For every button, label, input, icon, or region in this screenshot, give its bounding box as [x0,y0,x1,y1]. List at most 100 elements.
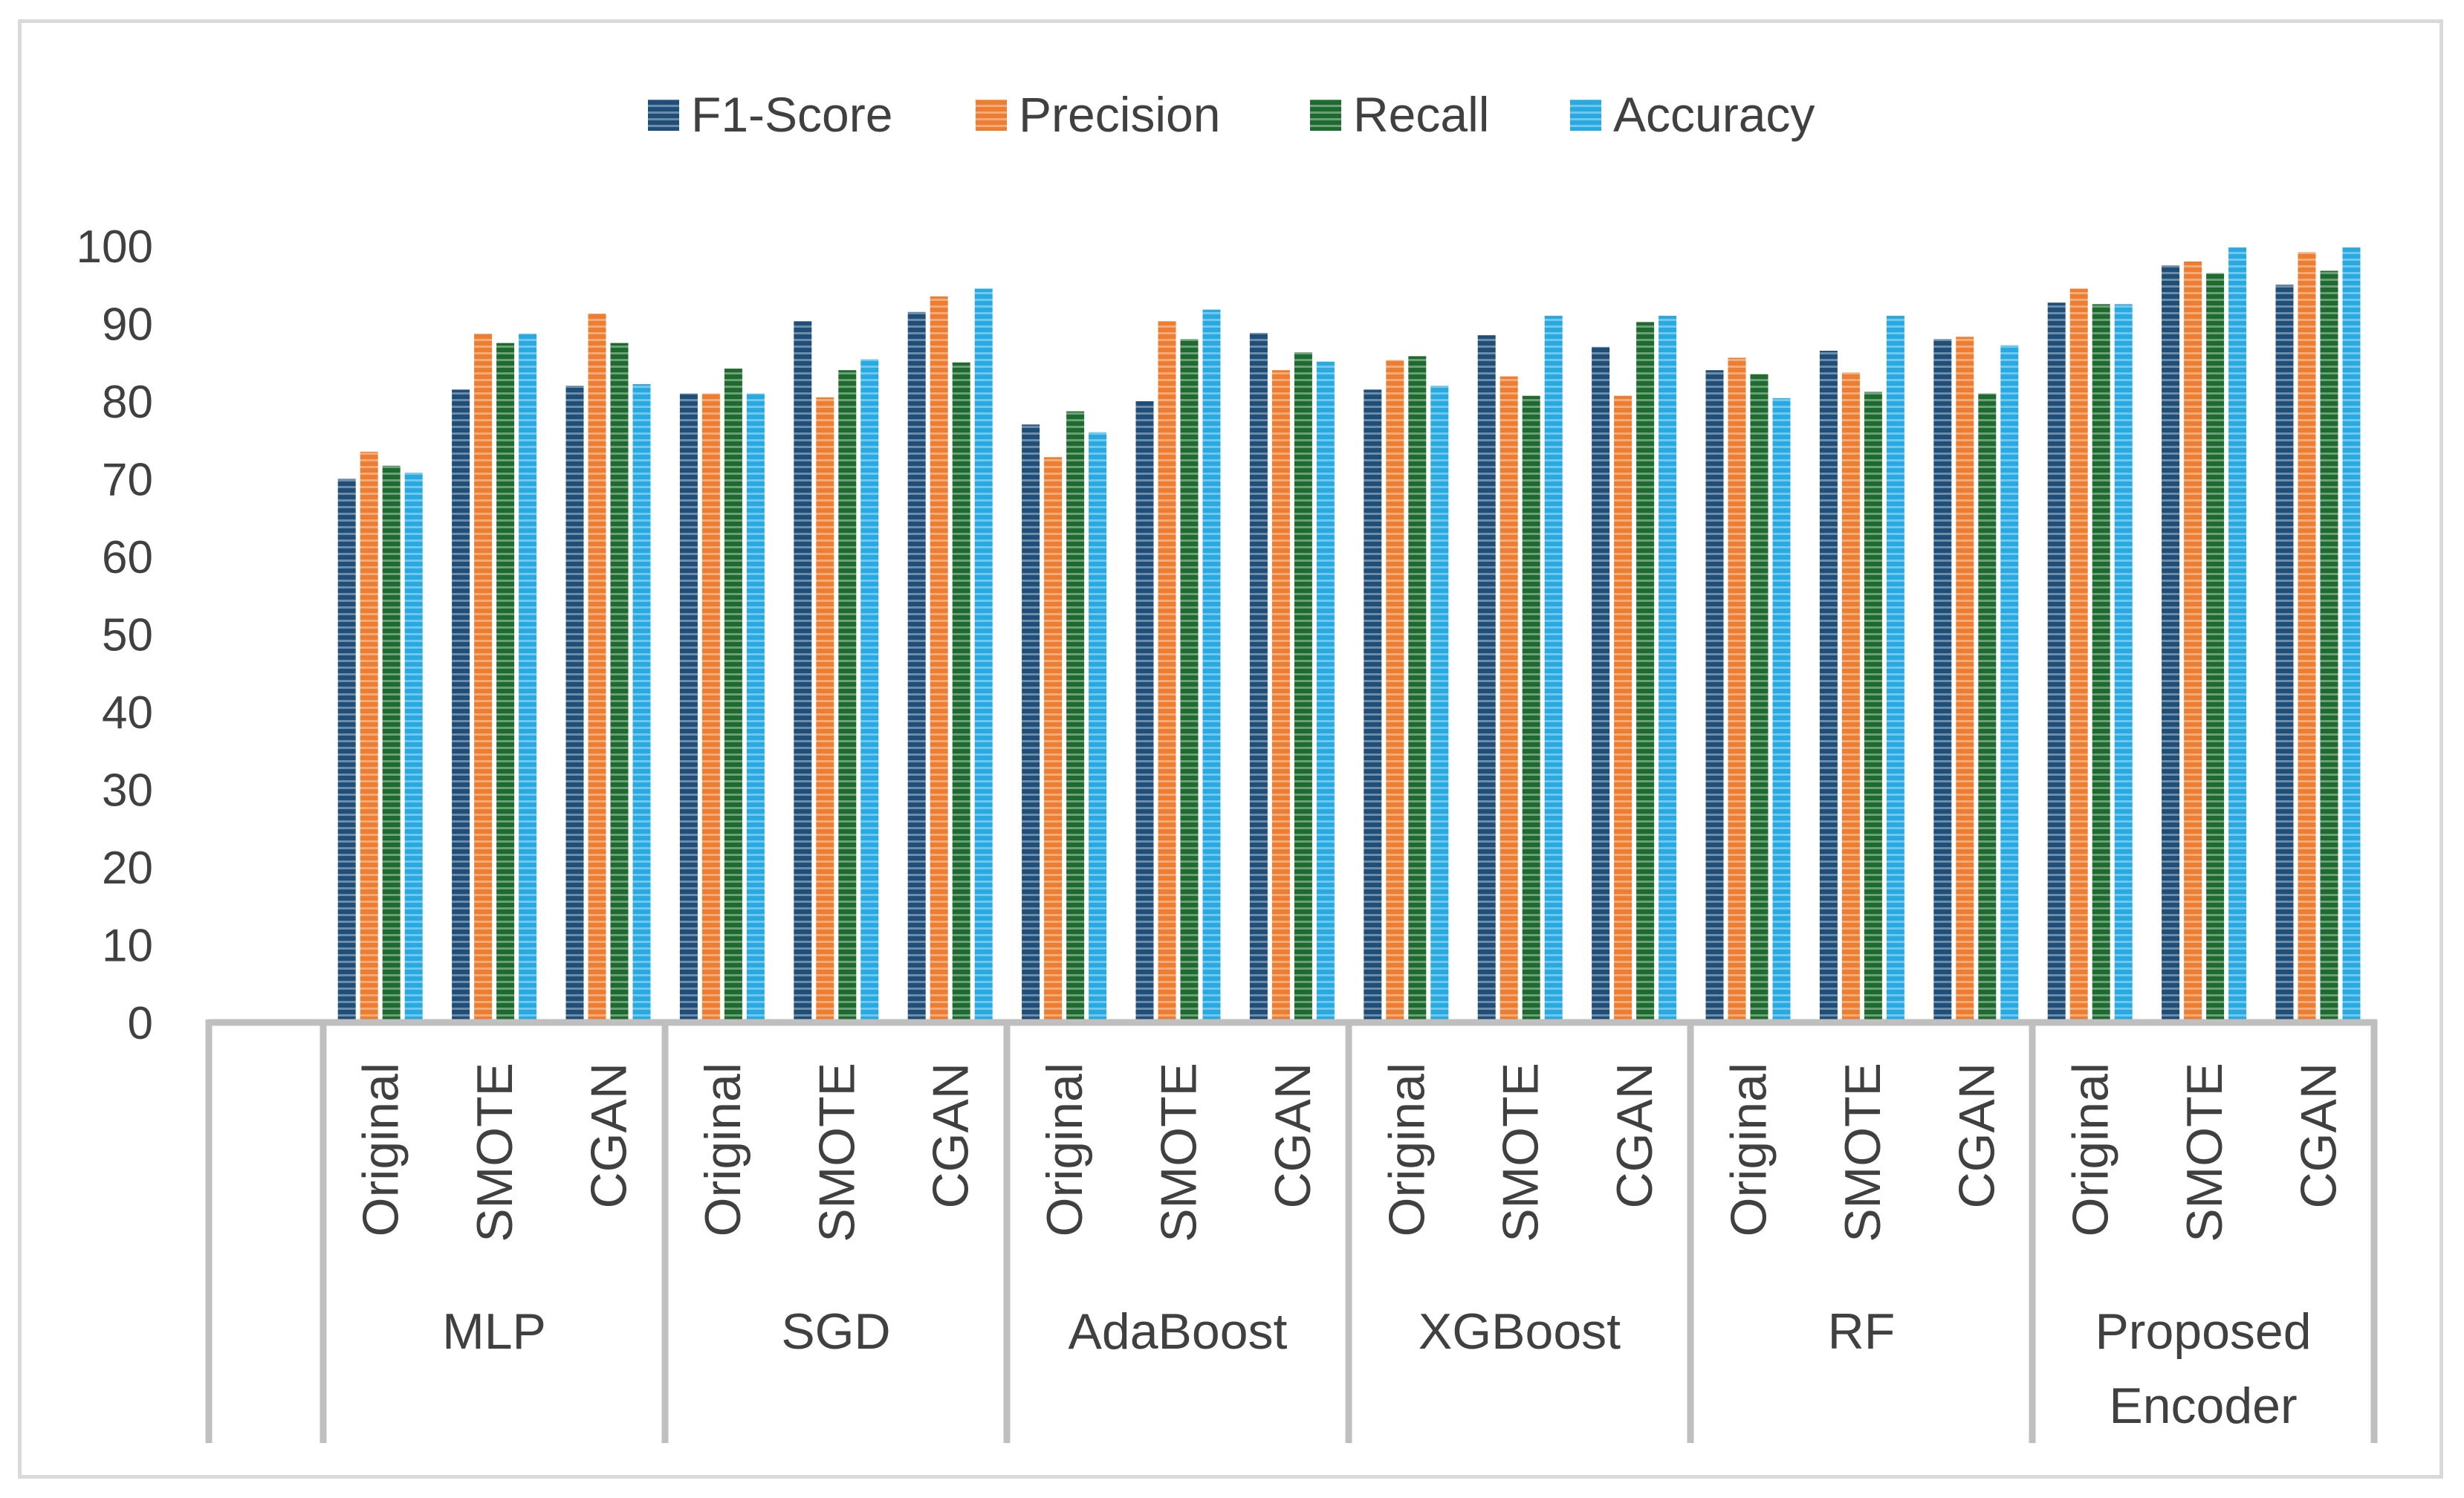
bar-accuracy-mlp-cgan [632,384,651,1022]
x-group-label-proposed-encoder: Proposed [2095,1303,2311,1360]
bar-f1-score-sgd-cgan [907,311,926,1022]
bar-f1-score-xgboost-original [1364,389,1382,1022]
legend-item-recall: Recall [1310,87,1489,142]
legend-label-recall: Recall [1353,87,1489,142]
bar-accuracy-proposed-encoder-smote [2228,247,2247,1023]
legend-label-accuracy: Accuracy [1613,87,1815,142]
x-group-label-proposed-encoder: Encoder [2109,1378,2297,1434]
legend-swatch-precision [976,100,1007,131]
bar-accuracy-rf-smote [1886,316,1904,1022]
x-category-label-xgboost-smote: SMOTE [1493,1063,1549,1242]
bar-recall-xgboost-original [1408,356,1427,1022]
x-category-label-sgd-cgan: CGAN [923,1063,979,1208]
bar-f1-score-proposed-encoder-cgan [2275,285,2294,1022]
bar-precision-rf-cgan [1956,337,1974,1022]
bar-f1-score-rf-original [1705,370,1724,1022]
bar-accuracy-sgd-cgan [974,288,993,1023]
y-tick-label: 10 [102,921,153,972]
bar-f1-score-adaboost-cgan [1249,333,1268,1022]
bar-precision-mlp-cgan [588,313,606,1022]
bar-precision-xgboost-smote [1500,376,1518,1022]
x-category-label-adaboost-original: Original [1037,1063,1093,1236]
x-category-label-rf-original: Original [1721,1063,1777,1236]
bars [337,247,2361,1023]
y-tick-label: 90 [102,299,153,351]
bar-f1-score-sgd-original [679,393,698,1022]
x-group-label-mlp: MLP [442,1303,546,1360]
bar-precision-mlp-original [360,451,378,1022]
bar-accuracy-proposed-encoder-original [2114,304,2133,1022]
bar-accuracy-adaboost-smote [1202,309,1221,1022]
bar-recall-adaboost-smote [1180,339,1199,1022]
bar-f1-score-rf-cgan [1933,339,1952,1022]
x-axis: Original SMOTE CGAN Original SMOTE CGAN Origin… [205,1019,2378,1443]
bar-precision-adaboost-smote [1158,321,1176,1022]
bar-recall-rf-cgan [1978,393,1997,1022]
bar-precision-proposed-encoder-cgan [2298,252,2316,1022]
bar-recall-rf-smote [1864,392,1882,1022]
bar-recall-xgboost-cgan [1636,322,1655,1022]
x-category-label-mlp-cgan: CGAN [581,1063,638,1208]
x-category-label-proposed-encoder-original: Original [2063,1063,2119,1236]
bar-f1-score-adaboost-original [1022,424,1040,1022]
y-axis: 0 10 20 30 40 50 60 70 80 90 100 [77,221,153,1049]
bar-accuracy-mlp-original [404,473,423,1022]
legend-swatch-recall [1310,100,1341,131]
bar-accuracy-xgboost-cgan [1659,316,1677,1022]
bar-recall-sgd-smote [838,370,857,1022]
legend-item-precision: Precision [976,87,1220,142]
bar-recall-adaboost-cgan [1294,352,1312,1022]
x-category-label-rf-smote: SMOTE [1835,1063,1891,1242]
bar-precision-xgboost-cgan [1614,395,1633,1022]
x-category-label-mlp-original: Original [353,1063,409,1236]
bar-recall-xgboost-smote [1522,395,1540,1022]
x-category-label-rf-cgan: CGAN [1948,1063,2005,1208]
bar-recall-rf-original [1750,374,1768,1022]
y-tick-label: 20 [102,843,153,894]
legend-item-accuracy: Accuracy [1570,87,1815,142]
legend-item-f1-score: F1-Score [648,87,892,142]
bar-f1-score-mlp-smote [452,389,470,1022]
y-tick-label: 70 [102,455,153,506]
bar-recall-sgd-cgan [952,362,970,1022]
bar-f1-score-xgboost-cgan [1592,346,1610,1023]
bar-recall-mlp-original [382,465,401,1022]
legend-label-precision: Precision [1019,87,1220,142]
bar-precision-sgd-smote [816,397,834,1022]
bar-precision-sgd-cgan [930,296,948,1022]
bar-accuracy-adaboost-cgan [1316,361,1335,1023]
legend-swatch-f1-score [648,100,679,131]
bar-recall-adaboost-original [1066,411,1085,1022]
bar-recall-mlp-smote [496,343,515,1022]
legend-swatch-accuracy [1570,100,1601,131]
bar-precision-xgboost-original [1386,360,1404,1022]
bar-accuracy-rf-original [1772,398,1791,1022]
bar-precision-rf-smote [1841,372,1860,1023]
bar-recall-proposed-encoder-smote [2206,273,2225,1022]
x-group-label-sgd: SGD [781,1303,890,1360]
bar-recall-sgd-original [724,369,742,1022]
bar-accuracy-sgd-original [746,393,765,1022]
bar-f1-score-rf-smote [1819,351,1838,1022]
bar-accuracy-rf-cgan [2000,345,2019,1022]
x-category-label-mlp-smote: SMOTE [467,1063,523,1242]
y-tick-label: 50 [102,610,153,661]
bar-recall-proposed-encoder-cgan [2320,270,2338,1022]
x-category-label-adaboost-cgan: CGAN [1265,1063,1321,1208]
bar-f1-score-mlp-cgan [565,386,584,1022]
bar-recall-proposed-encoder-original [2092,304,2110,1022]
x-category-label-proposed-encoder-cgan: CGAN [2291,1063,2347,1208]
y-tick-label: 60 [102,532,153,583]
y-tick-label: 30 [102,765,153,817]
x-category-label-sgd-original: Original [695,1063,751,1236]
x-category-label-sgd-smote: SMOTE [808,1063,865,1242]
bar-accuracy-adaboost-original [1089,432,1107,1022]
bar-precision-sgd-original [701,393,720,1022]
bar-precision-proposed-encoder-original [2069,288,2088,1023]
bar-accuracy-sgd-smote [860,359,879,1022]
x-group-label-rf: RF [1828,1303,1896,1360]
bar-f1-score-proposed-encoder-original [2047,302,2066,1022]
y-tick-label: 80 [102,377,153,428]
legend: F1-Score Precision Recall Accuracy [648,87,1815,142]
